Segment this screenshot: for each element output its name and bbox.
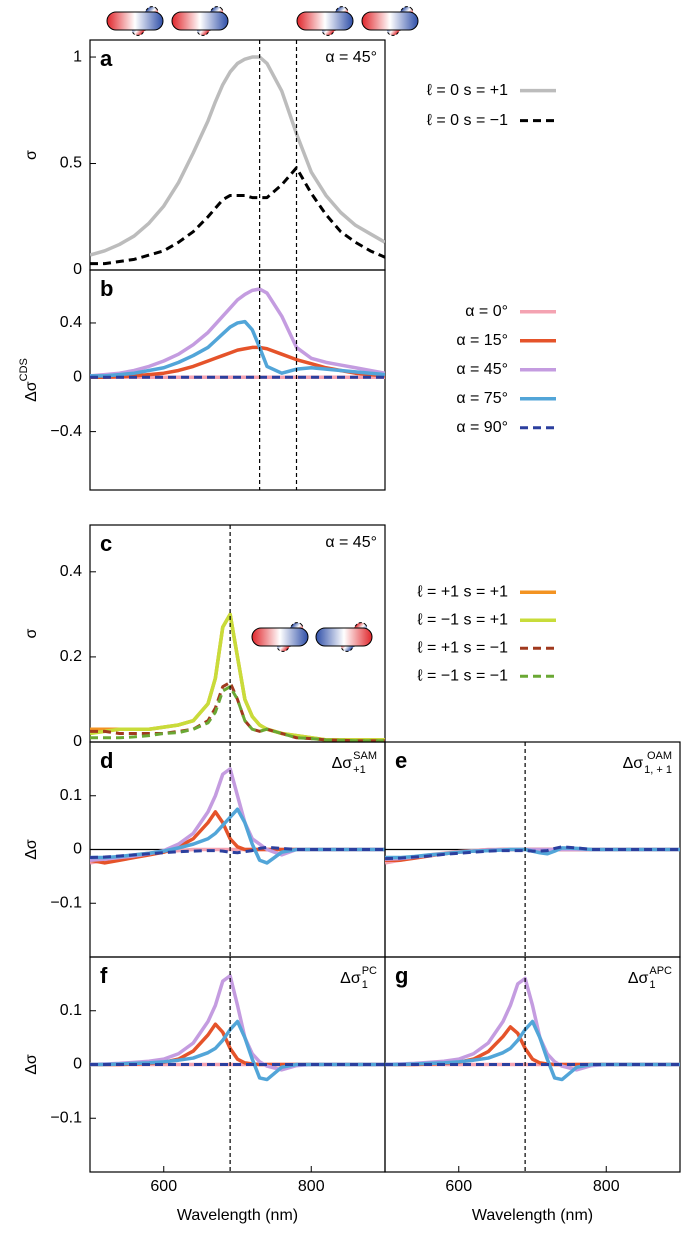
y-tick-label: 0.2: [60, 648, 82, 665]
plot-area: [90, 287, 385, 380]
y-axis-label-text: Δσ: [23, 381, 40, 402]
legend-label: ℓ = +1 s = +1: [417, 583, 508, 600]
series-line: [90, 685, 385, 742]
rod-icon: [296, 3, 354, 39]
annotation: Δσ: [332, 755, 353, 772]
y-axis-label: σ: [23, 150, 40, 160]
annotation-sub: 1: [649, 979, 655, 991]
panel-label: f: [100, 963, 108, 988]
legend-label: α = 15°: [456, 332, 508, 349]
y-tick-label: −0.1: [50, 1109, 82, 1126]
plot-area: [90, 767, 385, 865]
y-tick-label: 0.1: [60, 1002, 82, 1019]
y-tick-label: 0: [73, 733, 82, 750]
x-tick-label: 800: [298, 1178, 325, 1195]
rod-icon: [171, 3, 229, 39]
x-tick-label: 600: [445, 1178, 472, 1195]
plot-area: [385, 845, 680, 865]
y-axis-label-text: Δσ: [23, 1054, 40, 1075]
y-axis-label: σ: [23, 628, 40, 638]
y-tick-label: 0: [73, 841, 82, 858]
x-tick-label: 800: [593, 1178, 620, 1195]
legend-label: ℓ = 0 s = +1: [427, 82, 508, 99]
series-line: [90, 287, 385, 378]
rod-icon: [106, 3, 164, 39]
x-axis-label: Wavelength (nm): [472, 1207, 593, 1224]
legend-label: ℓ = +1 s = −1: [417, 639, 508, 656]
annotation-sup: OAM: [647, 750, 672, 762]
x-tick-label: 600: [150, 1178, 177, 1195]
y-axis-label-text: σ: [23, 150, 40, 160]
annotation: α = 45°: [325, 534, 377, 551]
series-line: [90, 845, 385, 860]
y-tick-label: 0.1: [60, 787, 82, 804]
annotation: Δσ: [628, 970, 649, 987]
series-line: [90, 1022, 385, 1067]
annotation-sup: SAM: [353, 750, 377, 762]
plot-area: [90, 55, 385, 266]
y-tick-label: 0.4: [60, 314, 82, 331]
series-line: [385, 845, 680, 861]
y-tick-label: 1: [73, 48, 82, 65]
y-tick-label: −0.4: [50, 423, 82, 440]
y-axis-label-sup: CDS: [18, 358, 30, 381]
annotation-sub: 1, + 1: [644, 764, 672, 776]
y-axis-label-text: Δσ: [23, 839, 40, 860]
y-axis-label: ΔσCDS: [18, 358, 40, 402]
legend-label: α = 45°: [456, 361, 508, 378]
series-line: [385, 1025, 680, 1067]
x-axis-label: Wavelength (nm): [177, 1207, 298, 1224]
annotation: α = 45°: [325, 49, 377, 66]
legend-label: ℓ = 0 s = −1: [427, 112, 508, 129]
annotation-sup: APC: [649, 965, 672, 977]
plot-area: [90, 974, 385, 1082]
series-line: [385, 1019, 680, 1082]
series-line: [90, 680, 385, 742]
panel-frame: [89, 269, 386, 491]
rod-icon: [361, 3, 419, 39]
y-tick-label: 0: [73, 1056, 82, 1073]
legend-label: ℓ = −1 s = +1: [417, 611, 508, 628]
rod-icon: [251, 619, 309, 655]
panel-label: a: [100, 46, 113, 71]
series-line: [90, 1019, 385, 1082]
series-line: [90, 319, 385, 378]
y-tick-label: −0.1: [50, 894, 82, 911]
y-tick-label: 0: [73, 369, 82, 386]
annotation-sub: 1: [362, 979, 368, 991]
y-axis-label: Δσ: [23, 1054, 40, 1075]
panel-label: b: [100, 276, 113, 301]
panel-label: g: [395, 963, 408, 988]
panel-label: e: [395, 748, 407, 773]
y-axis-label: Δσ: [23, 839, 40, 860]
annotation-sub: +1: [353, 764, 366, 776]
y-tick-label: 0: [73, 261, 82, 278]
plot-area: [90, 612, 385, 742]
annotation-sup: PC: [362, 965, 377, 977]
panel-label: c: [100, 531, 112, 556]
y-tick-label: 0.5: [60, 155, 82, 172]
panel-label: d: [100, 748, 113, 773]
series-line: [90, 166, 385, 266]
y-axis-label-text: σ: [23, 628, 40, 638]
series-line: [90, 55, 385, 257]
annotation: Δσ: [623, 755, 644, 772]
legend-label: ℓ = −1 s = −1: [417, 667, 508, 684]
y-tick-label: 0.4: [60, 563, 82, 580]
legend-label: α = 90°: [456, 419, 508, 436]
legend-label: α = 0°: [465, 303, 508, 320]
plot-area: [385, 976, 680, 1082]
rod-icon: [315, 619, 373, 655]
legend-label: α = 75°: [456, 390, 508, 407]
annotation: Δσ: [340, 970, 361, 987]
